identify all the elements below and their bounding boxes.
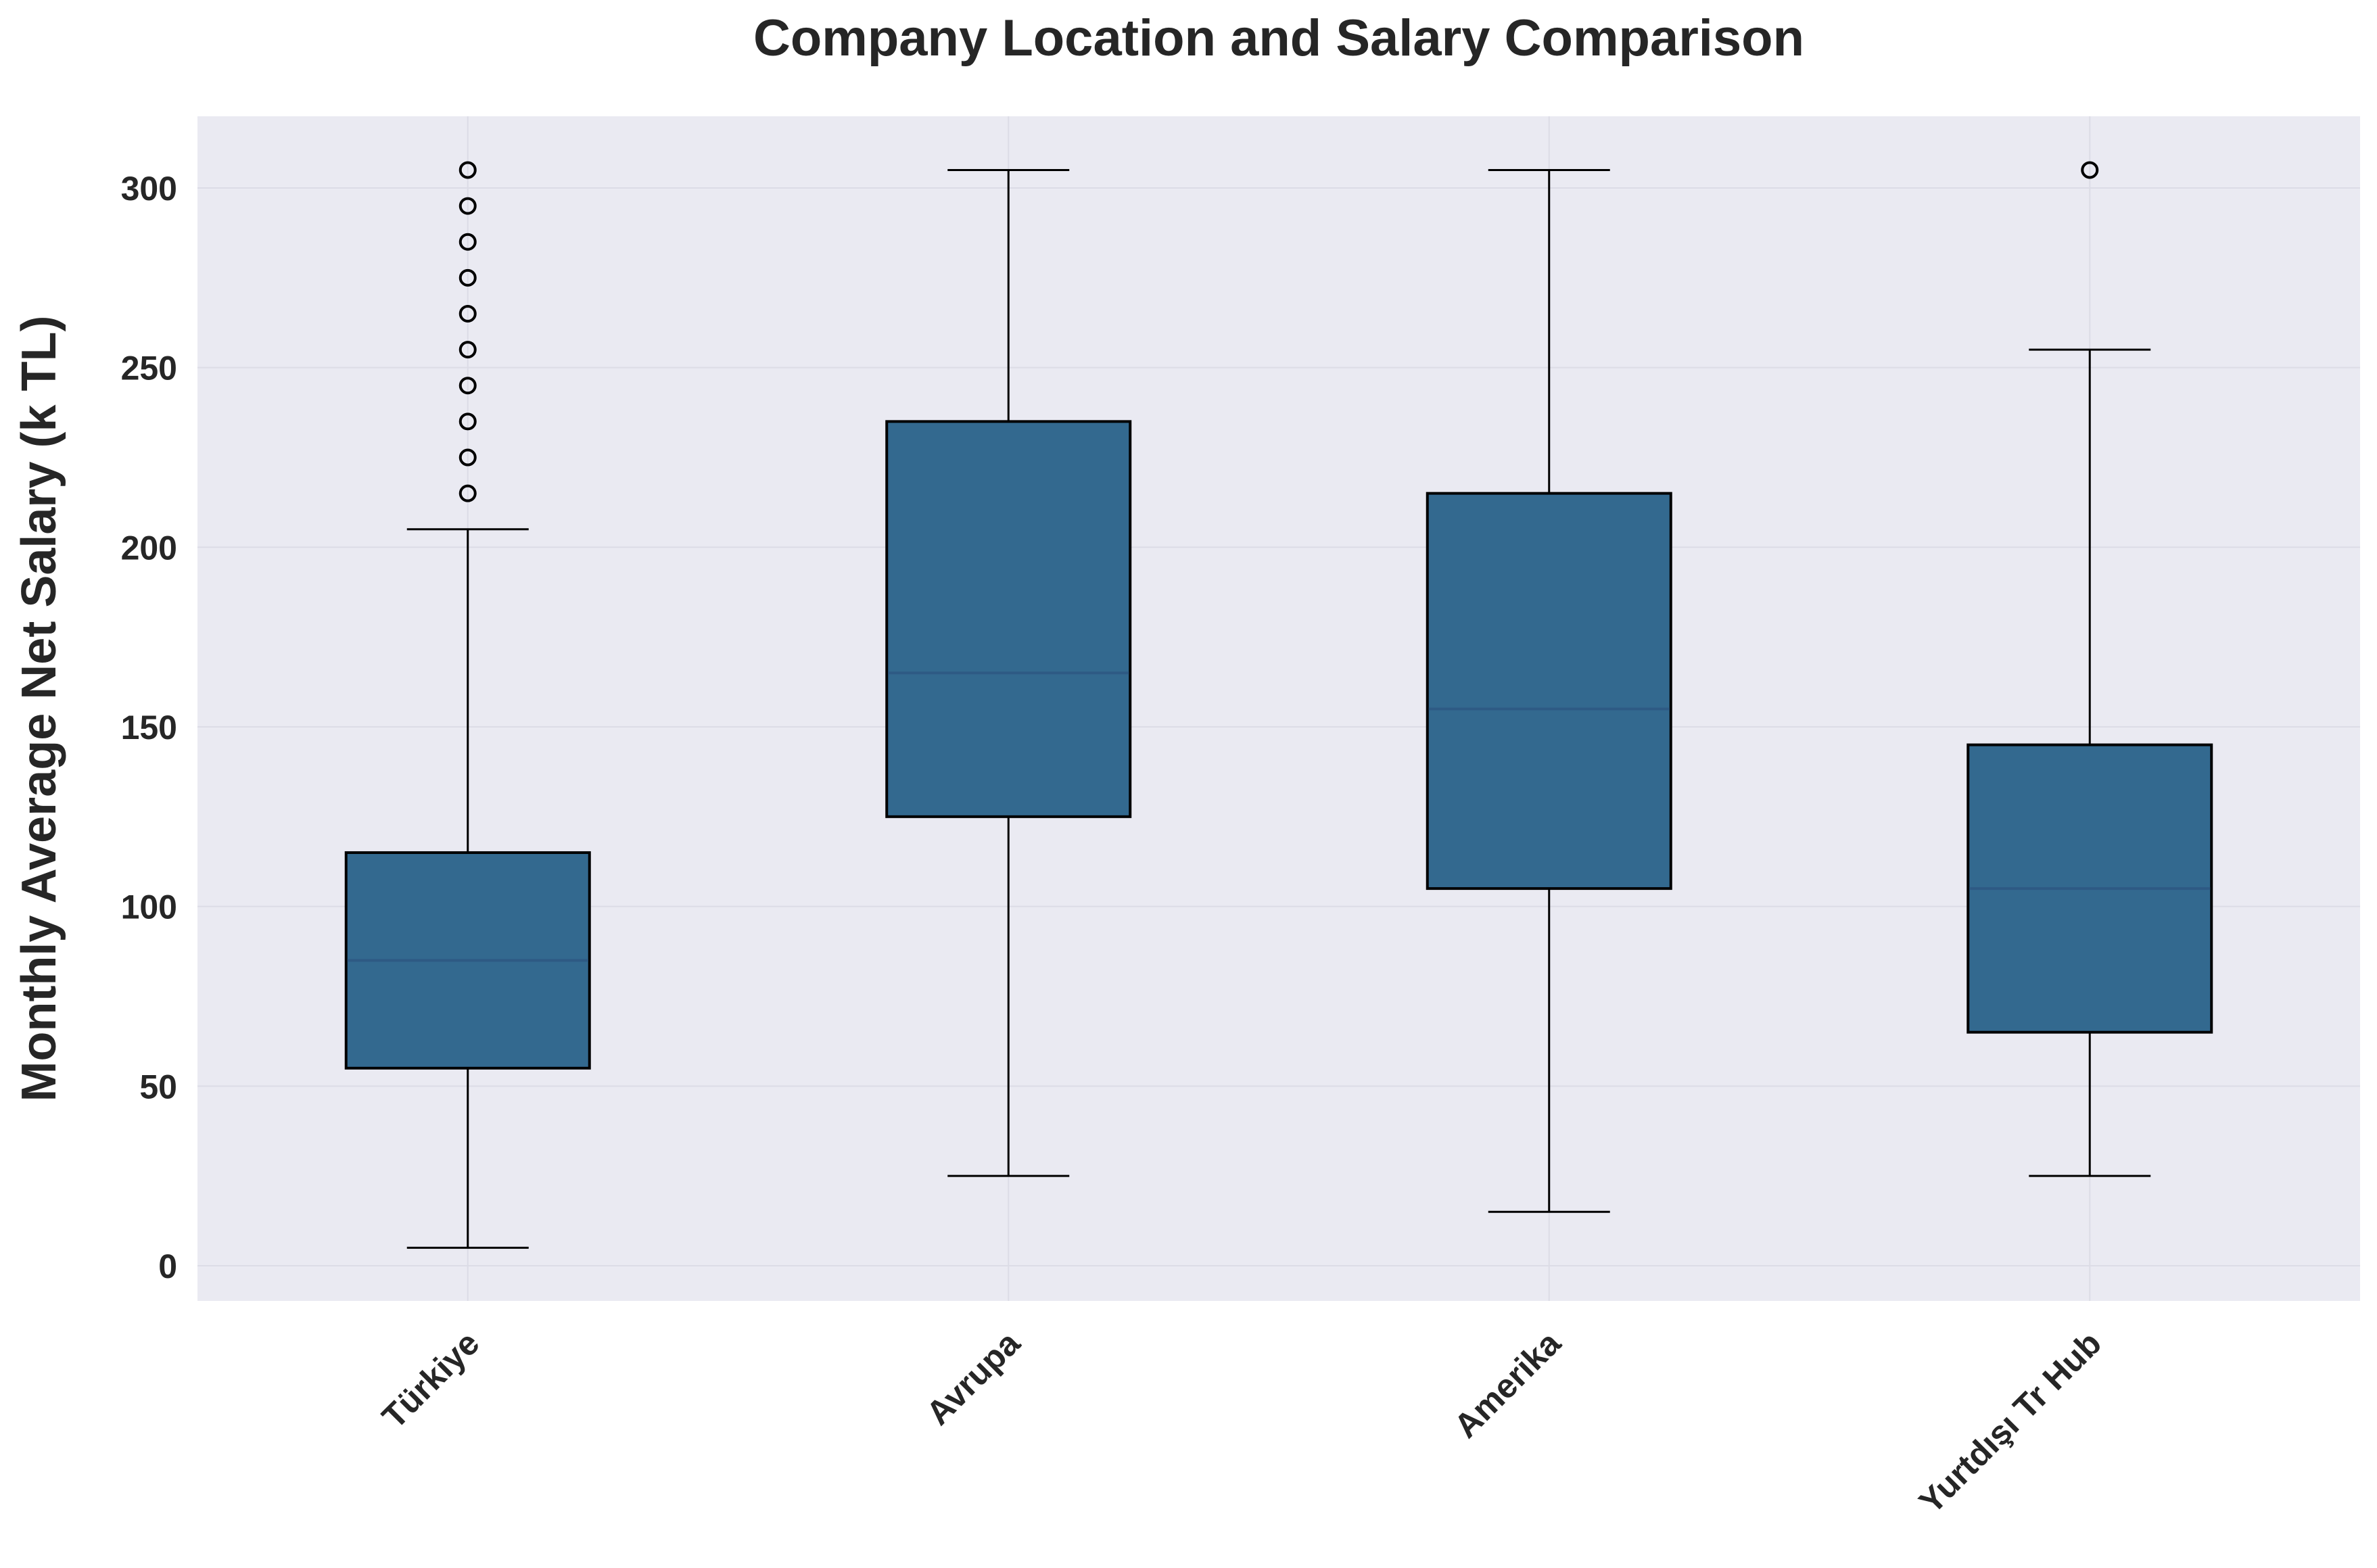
- x-tick-label: Yurtdışı Tr Hub: [1912, 1324, 2109, 1521]
- y-tick-label: 200: [121, 529, 177, 567]
- box-t-rkiye: [344, 161, 591, 1249]
- x-tick-label: Amerika: [1446, 1323, 1568, 1445]
- outlier-point: [458, 448, 477, 467]
- outlier-point: [458, 484, 477, 502]
- y-tick-label: 50: [139, 1068, 177, 1106]
- outlier-point: [458, 341, 477, 359]
- outlier-point: [458, 377, 477, 395]
- box-yurtd-tr-hub: [1967, 161, 2213, 1177]
- outlier-point: [2081, 161, 2099, 179]
- outlier-point: [458, 268, 477, 287]
- outlier-point: [458, 412, 477, 431]
- box-avrupa: [885, 168, 1132, 1177]
- outlier-point: [458, 304, 477, 323]
- y-tick-label: 0: [158, 1248, 177, 1285]
- x-tick-label: Türkiye: [375, 1324, 486, 1435]
- iqr-box: [1426, 492, 1672, 890]
- outlier-point: [458, 161, 477, 179]
- y-tick-label: 100: [121, 888, 177, 926]
- boxes: [344, 161, 2213, 1249]
- box-amerika: [1426, 168, 1672, 1213]
- y-tick-label: 150: [121, 709, 177, 746]
- outlier-point: [458, 197, 477, 215]
- chart-title: Company Location and Salary Comparison: [753, 9, 1804, 67]
- y-tick-label: 250: [121, 350, 177, 387]
- plot-background: [197, 116, 2360, 1301]
- iqr-box: [885, 420, 1132, 818]
- x-tick-label: Avrupa: [919, 1323, 1028, 1432]
- outlier-point: [458, 233, 477, 251]
- x-tick-labels: Türkiye Avrupa Amerika Yurtdışı Tr Hub: [375, 1323, 2109, 1521]
- y-tick-label: 300: [121, 170, 177, 208]
- y-tick-labels: 0 50 100 150 200 250 300: [121, 170, 177, 1285]
- y-axis-label: Monthly Average Net Salary (k TL): [12, 316, 66, 1102]
